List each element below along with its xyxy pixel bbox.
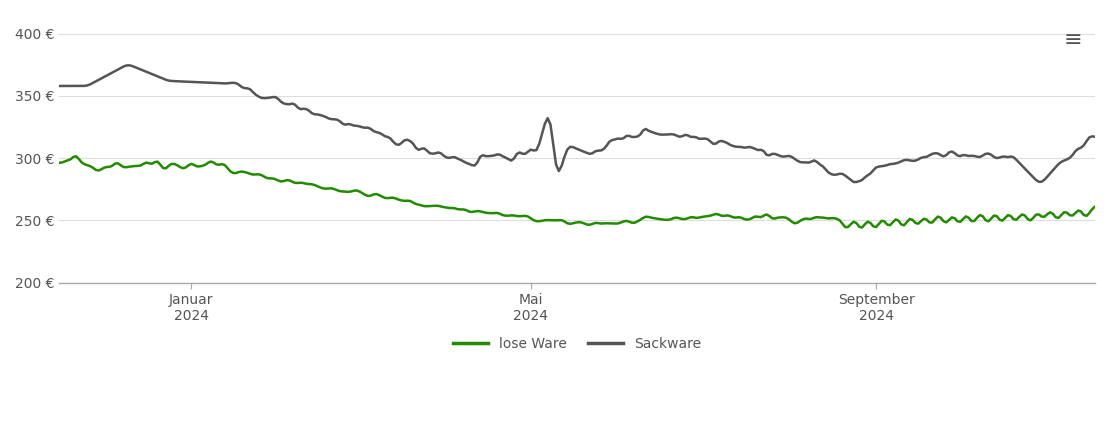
Legend: lose Ware, Sackware: lose Ware, Sackware — [447, 331, 706, 356]
Text: ≡: ≡ — [1063, 30, 1082, 49]
